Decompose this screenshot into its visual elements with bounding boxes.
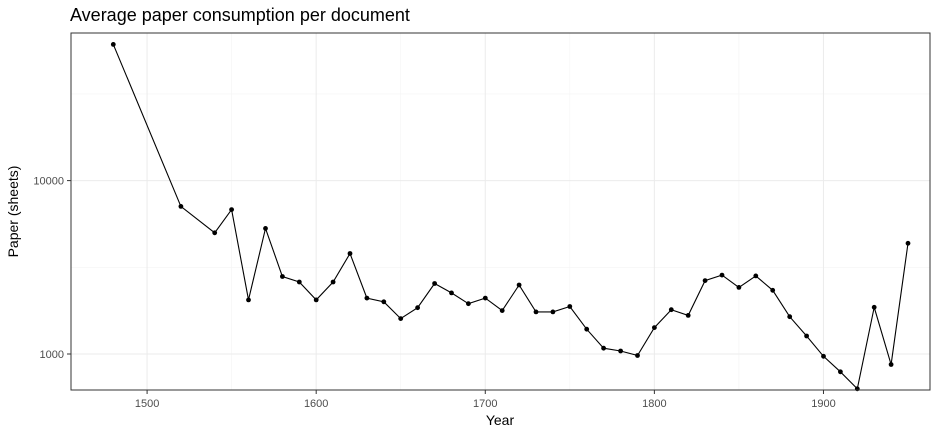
data-point	[685, 313, 691, 318]
data-point	[804, 333, 809, 339]
data-point	[635, 353, 640, 358]
data-point	[432, 281, 437, 286]
data-point	[381, 299, 387, 305]
data-point	[482, 295, 488, 301]
grid-lines	[71, 33, 930, 390]
data-point	[618, 348, 623, 354]
data-point	[567, 304, 573, 309]
data-point	[719, 272, 725, 278]
data-point	[178, 204, 184, 209]
x-tick-label: 1500	[135, 398, 159, 410]
x-tick-label: 1600	[304, 398, 328, 410]
data-point	[905, 240, 911, 246]
data-point	[110, 42, 116, 47]
data-point	[601, 345, 606, 351]
data-point	[652, 325, 657, 330]
data-point	[313, 297, 319, 303]
data-point	[888, 362, 894, 367]
data-point	[364, 295, 370, 301]
y-tick-label: 10000	[33, 176, 64, 188]
data-point	[296, 279, 302, 285]
data-point	[449, 290, 454, 296]
data-point	[821, 353, 826, 359]
x-tick-label: 1700	[473, 398, 497, 410]
series-line	[112, 44, 909, 390]
x-axis-title: Year	[486, 412, 515, 428]
data-point	[229, 207, 235, 213]
data-points	[110, 42, 911, 392]
y-axis-title: Paper (sheets)	[5, 166, 21, 258]
plot-panel	[71, 33, 930, 390]
x-tick-label: 1900	[811, 398, 835, 410]
data-point	[787, 314, 793, 320]
axis-ticks: 1500 1600 1700 1800 1900 1000 10000	[33, 176, 835, 410]
data-point	[550, 309, 556, 315]
data-point	[736, 285, 742, 290]
data-point	[668, 307, 674, 313]
data-point	[415, 305, 420, 311]
data-point	[330, 279, 336, 285]
data-point	[347, 251, 353, 256]
plot-border	[70, 32, 931, 391]
data-point	[838, 369, 843, 375]
data-point	[263, 226, 268, 231]
data-point	[753, 273, 759, 279]
data-point	[246, 297, 251, 303]
data-point	[584, 326, 590, 332]
data-point	[516, 282, 522, 288]
data-point	[212, 230, 218, 236]
data-point	[280, 274, 285, 279]
chart-title: Average paper consumption per document	[70, 5, 410, 25]
data-point	[466, 301, 471, 307]
data-point	[871, 304, 877, 310]
data-point	[770, 287, 776, 293]
data-point	[499, 308, 505, 313]
data-point	[702, 278, 708, 283]
data-point	[398, 316, 404, 321]
y-tick-label: 1000	[40, 349, 64, 361]
data-point	[533, 309, 539, 315]
x-tick-label: 1800	[642, 398, 666, 410]
